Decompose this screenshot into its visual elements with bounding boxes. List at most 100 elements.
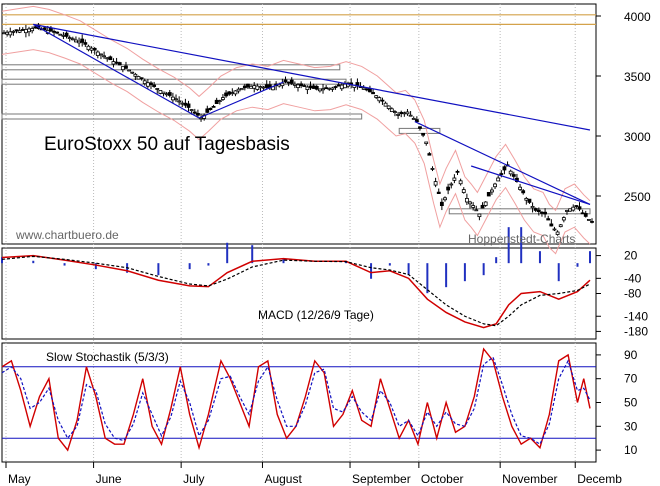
- candle-body: [493, 183, 497, 188]
- candle-body: [530, 205, 535, 209]
- candle-body: [221, 97, 225, 100]
- panel-frame-0: [1, 3, 597, 245]
- candle-body: [23, 29, 28, 34]
- candle-body: [314, 86, 319, 90]
- candle-body: [167, 92, 172, 96]
- candle-body: [108, 56, 113, 61]
- candle-body: [565, 209, 569, 212]
- candle-body: [336, 84, 341, 87]
- candle-body: [436, 191, 441, 194]
- candle-body: [264, 84, 269, 88]
- candle-body: [183, 102, 188, 106]
- candle-body: [439, 201, 444, 206]
- support-zone: [448, 208, 591, 215]
- price-tick-label: 3000: [624, 130, 651, 144]
- support-zone: [1, 64, 341, 71]
- support-zone: [1, 78, 347, 85]
- candle-body: [464, 197, 469, 203]
- candle-body: [186, 103, 191, 108]
- candle-body: [133, 73, 138, 77]
- candle-body: [502, 166, 507, 171]
- candle-body: [527, 198, 532, 203]
- candle-body: [405, 111, 410, 115]
- candle-body: [74, 39, 78, 43]
- candle-body: [496, 177, 501, 182]
- macd-line: [1, 254, 591, 329]
- candle-body: [333, 86, 338, 88]
- stoch-tick-label: 90: [624, 348, 638, 362]
- candle-body: [105, 57, 110, 60]
- candle-body: [111, 61, 116, 65]
- candle-body: [27, 28, 31, 33]
- candle-body: [339, 84, 344, 90]
- candle-body: [252, 85, 257, 89]
- candle-body: [424, 141, 429, 144]
- candle-body: [177, 100, 182, 103]
- price-tick-label: 3500: [624, 70, 651, 84]
- candle-body: [89, 47, 94, 51]
- candle-body: [458, 180, 463, 185]
- candle-body: [364, 88, 369, 91]
- candle-body: [102, 55, 106, 58]
- candle-body: [42, 27, 47, 31]
- candle-body: [139, 77, 144, 80]
- candle-body: [2, 32, 6, 35]
- candle-body: [280, 82, 285, 87]
- candle-body: [49, 27, 53, 32]
- candle-body: [474, 209, 479, 212]
- trend-line: [414, 121, 591, 205]
- month-label: October: [421, 472, 464, 486]
- lower-band: [1, 49, 591, 255]
- candle-body: [571, 206, 576, 211]
- price-tick-label: 2500: [624, 190, 651, 204]
- candle-body: [17, 29, 22, 33]
- candle-body: [158, 90, 163, 94]
- candle-body: [546, 218, 551, 221]
- candle-body: [161, 91, 166, 94]
- candle-body: [302, 85, 307, 87]
- candle-body: [117, 62, 122, 66]
- candle-body: [20, 29, 25, 31]
- candle-body: [33, 26, 38, 29]
- candle-body: [196, 112, 200, 116]
- candle-body: [549, 223, 554, 227]
- candle-body: [55, 31, 60, 34]
- candle-body: [311, 85, 316, 89]
- candle-body: [236, 88, 241, 92]
- candle-body: [149, 82, 153, 86]
- candle-body: [164, 93, 169, 96]
- candle-body: [152, 84, 157, 87]
- candle-body: [521, 190, 526, 194]
- candle-body: [30, 28, 35, 32]
- candle-body: [568, 208, 573, 212]
- candle-body: [418, 126, 422, 129]
- candle-body: [208, 107, 213, 110]
- trend-line: [33, 23, 591, 131]
- candle-body: [52, 30, 56, 33]
- candle-body: [258, 86, 263, 89]
- candle-body: [170, 96, 175, 101]
- panel-frame-1: [1, 247, 597, 340]
- candle-body: [305, 86, 310, 91]
- candle-body: [92, 47, 97, 51]
- candle-body: [180, 102, 185, 105]
- candle-body: [61, 34, 66, 37]
- candle-body: [455, 170, 460, 173]
- watermark-hoppenstedt: Hoppenstedt-Charts: [468, 232, 576, 246]
- candle-body: [230, 92, 235, 94]
- candle-body: [574, 205, 579, 207]
- candle-body: [536, 209, 541, 212]
- candle-body: [540, 211, 544, 214]
- candle-body: [308, 85, 313, 89]
- candle-body: [11, 30, 16, 33]
- candle-body: [389, 108, 394, 112]
- candle-body: [368, 88, 372, 93]
- candle-body: [130, 71, 135, 74]
- candle-body: [289, 79, 294, 84]
- stoch-tick-label: 10: [624, 443, 638, 457]
- candle-body: [77, 40, 81, 44]
- candle-body: [70, 38, 75, 41]
- candle-body: [414, 119, 419, 123]
- candle-body: [58, 33, 63, 36]
- candle-body: [205, 108, 210, 113]
